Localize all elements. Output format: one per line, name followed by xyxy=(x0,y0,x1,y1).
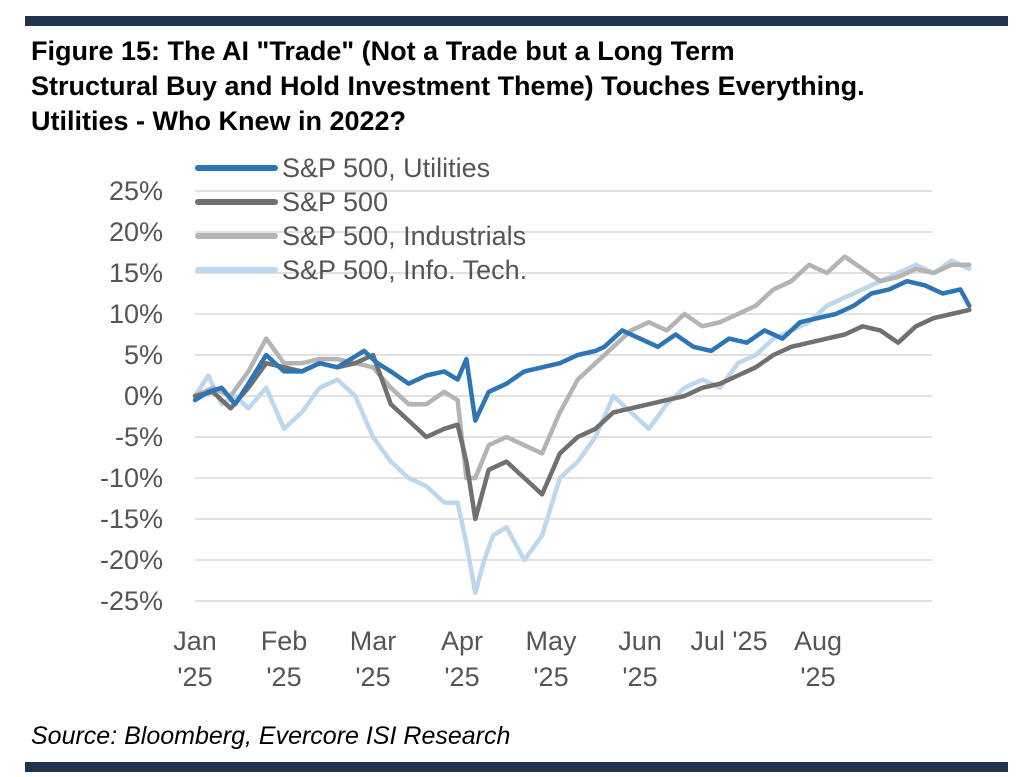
x-tick-7: Aug '25 xyxy=(794,626,842,692)
legend-item-0: S&P 500, Utilities xyxy=(195,153,490,183)
series-line-2 xyxy=(192,254,972,481)
legend-label: S&P 500, Industrials xyxy=(282,221,526,251)
series-line-1 xyxy=(192,307,972,522)
x-axis-ticks: Jan '25 Feb '25 Mar '25 Apr '25 May '25 Jun '25 Jul … xyxy=(173,626,842,692)
series-line-3 xyxy=(192,258,972,596)
y-tick-label: 20% xyxy=(109,217,163,247)
legend-item-2: S&P 500, Industrials xyxy=(195,221,526,251)
y-axis-ticks: 25% 20% 15% 10% 5% 0% -5% -10% -15% -20% -25% xyxy=(100,176,163,616)
x-tick-6: Jul '25 xyxy=(690,626,767,656)
legend-label: S&P 500, Info. Tech. xyxy=(282,255,527,285)
x-tick-label-line2: '25 xyxy=(622,662,657,692)
series-layer xyxy=(192,254,972,596)
top-rule xyxy=(25,16,1008,26)
x-tick-2: Mar '25 xyxy=(350,626,397,692)
x-tick-label-line1: Apr xyxy=(441,626,483,656)
x-tick-label-line1: Jun xyxy=(618,626,662,656)
y-tick-label: 15% xyxy=(109,258,163,288)
x-tick-0: Jan '25 xyxy=(173,626,217,692)
x-tick-label-line2: '25 xyxy=(177,662,212,692)
x-tick-label-line2: '25 xyxy=(355,662,390,692)
figure-title-line-1: Figure 15: The AI "Trade" (Not a Trade b… xyxy=(31,36,735,66)
y-tick-label: -10% xyxy=(100,463,163,493)
x-tick-label-line1: Aug xyxy=(794,626,842,656)
y-tick-label: 0% xyxy=(124,381,163,411)
legend-label: S&P 500 xyxy=(282,187,388,217)
x-tick-label-line1: Mar xyxy=(350,626,397,656)
figure-title-line-3: Utilities - Who Knew in 2022? xyxy=(31,106,407,136)
y-tick-label: 10% xyxy=(109,299,163,329)
y-tick-label: -15% xyxy=(100,504,163,534)
figure-title: Figure 15: The AI "Trade" (Not a Trade b… xyxy=(31,34,1006,139)
x-tick-5: Jun '25 xyxy=(618,626,662,692)
y-tick-label: 5% xyxy=(124,340,163,370)
x-tick-label-line1: Jul '25 xyxy=(690,626,767,656)
x-tick-1: Feb '25 xyxy=(261,626,308,692)
x-tick-label-line2: '25 xyxy=(444,662,479,692)
x-tick-label-line1: Jan xyxy=(173,626,217,656)
y-tick-label: 25% xyxy=(109,176,163,206)
x-tick-label-line2: '25 xyxy=(800,662,835,692)
source-note: Source: Bloomberg, Evercore ISI Research xyxy=(31,722,511,750)
legend-item-3: S&P 500, Info. Tech. xyxy=(195,255,527,285)
x-tick-label-line2: '25 xyxy=(533,662,568,692)
grid-layer xyxy=(195,190,932,602)
legend-label: S&P 500, Utilities xyxy=(282,153,490,183)
bottom-rule xyxy=(25,762,1008,772)
x-tick-4: May '25 xyxy=(525,626,577,692)
legend: S&P 500, Utilities S&P 500 S&P 500, Indust… xyxy=(195,153,527,285)
x-tick-3: Apr '25 xyxy=(441,626,483,692)
x-tick-label-line1: Feb xyxy=(261,626,308,656)
y-tick-label: -25% xyxy=(100,586,163,616)
figure-title-line-2: Structural Buy and Hold Investment Theme… xyxy=(31,71,865,101)
x-tick-label-line1: May xyxy=(525,626,577,656)
y-tick-label: -20% xyxy=(100,545,163,575)
y-tick-label: -5% xyxy=(115,422,163,452)
x-tick-label-line2: '25 xyxy=(266,662,301,692)
legend-item-1: S&P 500 xyxy=(195,187,388,217)
series-line-0 xyxy=(192,278,972,423)
